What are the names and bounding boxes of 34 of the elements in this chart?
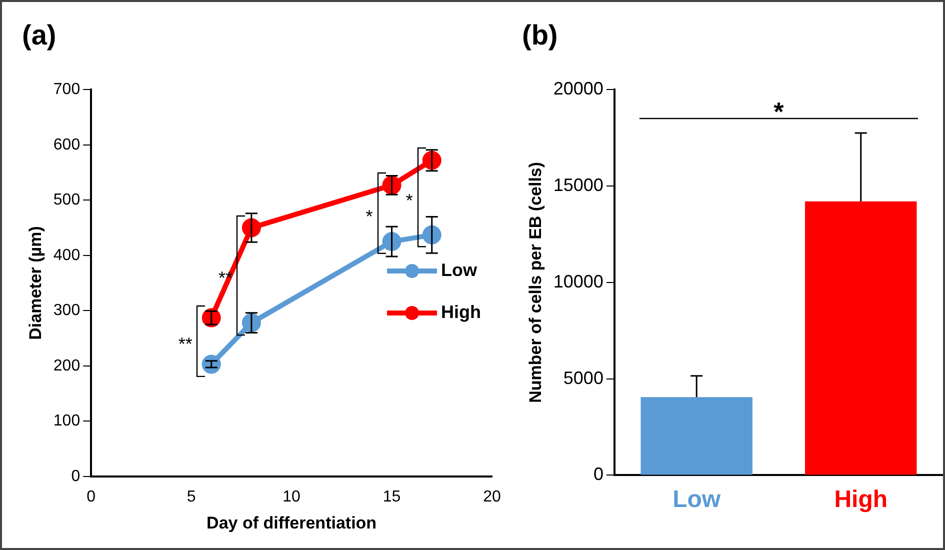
y-tick-label: 20000 — [553, 78, 604, 99]
y-tick-label: 10000 — [553, 271, 604, 292]
ref-line-label: * — [774, 96, 785, 127]
x-tick-label: 15 — [382, 488, 401, 506]
y-tick-label: 0 — [593, 464, 604, 484]
x-tick-label: 10 — [282, 488, 301, 506]
x-axis-title: Day of differentiation — [206, 513, 377, 532]
y-tick-label: 600 — [53, 136, 80, 154]
y-tick-label: 700 — [53, 81, 80, 98]
legend-label: High — [441, 302, 481, 322]
y-tick-label: 15000 — [553, 174, 604, 195]
y-tick-label: 300 — [53, 302, 80, 320]
y-tick-label: 5000 — [563, 368, 604, 388]
y-axis-title: Number of cells per EB (cells) — [526, 162, 545, 403]
x-tick-label: Low — [672, 486, 721, 514]
annotation: * — [406, 190, 413, 211]
y-tick-label: 200 — [53, 357, 80, 374]
x-tick-label: 20 — [483, 488, 501, 506]
point — [242, 312, 261, 334]
chart-title: (a) — [22, 20, 56, 51]
x-tick-label: 5 — [186, 488, 196, 506]
point — [202, 308, 221, 328]
y-tick-label: 400 — [53, 246, 80, 264]
y-tick-label: 100 — [53, 412, 80, 430]
x-tick-label: 0 — [86, 488, 96, 506]
x-tick-label: High — [834, 486, 888, 514]
y-tick-label: 0 — [71, 468, 80, 485]
legend-label: Low — [441, 260, 478, 280]
y-tick-label: 500 — [53, 192, 80, 209]
annotation: * — [366, 206, 373, 226]
annotation: ** — [178, 334, 192, 354]
chart-title: (b) — [522, 20, 558, 51]
y-axis-title: Diameter (µm) — [26, 226, 45, 340]
point — [382, 175, 402, 196]
